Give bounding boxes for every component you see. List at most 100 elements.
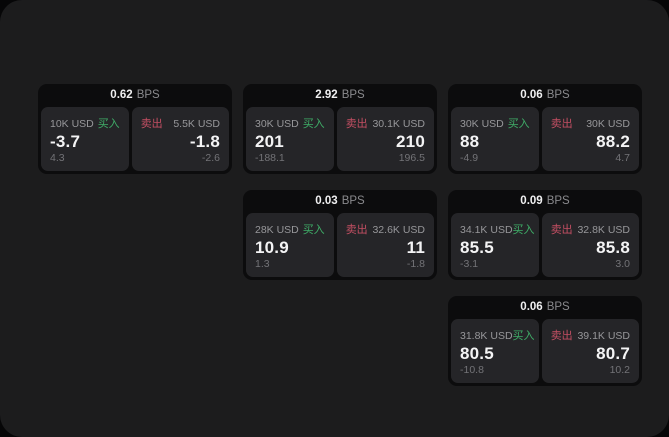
buy-price: 88 bbox=[460, 132, 480, 151]
bps-value: 0.62 bbox=[110, 88, 133, 101]
buy-label: 买入 bbox=[512, 224, 535, 236]
buy-panel[interactable]: 34.1K USD 买入 85.5 -3.1 bbox=[451, 213, 539, 277]
sell-panel[interactable]: 卖出 30K USD 88.2 4.7 bbox=[541, 107, 639, 171]
bps-unit-label: BPS bbox=[546, 88, 570, 101]
quote-card: 0.06 BPS 30K USD 买入 88 -4.9 卖出 30K USD bbox=[448, 84, 642, 174]
sell-delta: -2.6 bbox=[201, 152, 220, 164]
buy-notional: 30K USD bbox=[460, 118, 504, 130]
bps-unit-label: BPS bbox=[136, 88, 160, 101]
sell-notional: 30K USD bbox=[586, 118, 630, 130]
buy-panel-top: 28K USD 买入 bbox=[255, 221, 325, 237]
quote-card: 0.09 BPS 34.1K USD 买入 85.5 -3.1 卖出 32.8K… bbox=[448, 190, 642, 280]
buy-price: 85.5 bbox=[460, 238, 494, 257]
sell-price: 11 bbox=[406, 238, 425, 257]
buy-notional: 31.8K USD bbox=[460, 330, 513, 342]
card-header: 0.09 BPS bbox=[451, 190, 639, 213]
buy-panel[interactable]: 28K USD 买入 10.9 1.3 bbox=[246, 213, 334, 277]
buy-label: 买入 bbox=[302, 118, 325, 130]
buy-price: 80.5 bbox=[460, 344, 494, 363]
buy-panel-top: 31.8K USD 买入 bbox=[460, 327, 535, 343]
sell-panel[interactable]: 卖出 30.1K USD 210 196.5 bbox=[336, 107, 434, 171]
sell-notional: 32.6K USD bbox=[372, 224, 425, 236]
sell-panel-top: 卖出 39.1K USD bbox=[551, 327, 630, 343]
buy-panel-top: 30K USD 买入 bbox=[255, 115, 325, 131]
quote-grid: 0.62 BPS 10K USD 买入 -3.7 4.3 卖出 5.5K USD bbox=[38, 84, 642, 386]
buy-notional: 30K USD bbox=[255, 118, 299, 130]
sell-notional: 30.1K USD bbox=[372, 118, 425, 130]
sell-panel-top: 卖出 5.5K USD bbox=[141, 115, 220, 131]
sell-panel[interactable]: 卖出 32.8K USD 85.8 3.0 bbox=[541, 213, 639, 277]
quote-card: 0.03 BPS 28K USD 买入 10.9 1.3 卖出 32.6K US… bbox=[243, 190, 437, 280]
sell-notional: 39.1K USD bbox=[577, 330, 630, 342]
buy-panel-top: 10K USD 买入 bbox=[50, 115, 120, 131]
sell-panel[interactable]: 卖出 39.1K USD 80.7 10.2 bbox=[541, 319, 639, 383]
buy-panel[interactable]: 30K USD 买入 201 -188.1 bbox=[246, 107, 334, 171]
sell-panel[interactable]: 卖出 32.6K USD 11 -1.8 bbox=[336, 213, 434, 277]
sell-label: 卖出 bbox=[140, 118, 163, 130]
sell-notional: 5.5K USD bbox=[173, 118, 220, 130]
buy-panel[interactable]: 31.8K USD 买入 80.5 -10.8 bbox=[451, 319, 539, 383]
sell-price: 80.7 bbox=[596, 344, 630, 363]
sell-delta: 10.2 bbox=[609, 364, 630, 376]
quote-panels: 30K USD 买入 201 -188.1 卖出 30.1K USD 210 1… bbox=[246, 107, 434, 171]
buy-panel[interactable]: 30K USD 买入 88 -4.9 bbox=[451, 107, 539, 171]
sell-price: 210 bbox=[396, 132, 425, 151]
sell-delta: -1.8 bbox=[406, 258, 425, 270]
card-header: 0.62 BPS bbox=[41, 84, 229, 107]
buy-label: 买入 bbox=[507, 118, 530, 130]
bps-value: 2.92 bbox=[315, 88, 338, 101]
bps-unit-label: BPS bbox=[546, 194, 570, 207]
buy-notional: 34.1K USD bbox=[460, 224, 513, 236]
sell-price: -1.8 bbox=[189, 132, 220, 151]
buy-label: 买入 bbox=[97, 118, 120, 130]
quote-card: 0.62 BPS 10K USD 买入 -3.7 4.3 卖出 5.5K USD bbox=[38, 84, 232, 174]
buy-delta: -4.9 bbox=[460, 152, 479, 164]
sell-delta: 196.5 bbox=[398, 152, 425, 164]
sell-label: 卖出 bbox=[345, 118, 368, 130]
sell-price: 88.2 bbox=[596, 132, 630, 151]
sell-label: 卖出 bbox=[550, 118, 573, 130]
quote-card: 2.92 BPS 30K USD 买入 201 -188.1 卖出 30.1K … bbox=[243, 84, 437, 174]
bps-unit-label: BPS bbox=[341, 88, 365, 101]
buy-delta: 4.3 bbox=[50, 152, 65, 164]
sell-label: 卖出 bbox=[550, 224, 573, 236]
buy-price: -3.7 bbox=[50, 132, 81, 151]
buy-panel-top: 30K USD 买入 bbox=[460, 115, 530, 131]
quote-panels: 28K USD 买入 10.9 1.3 卖出 32.6K USD 11 -1.8 bbox=[246, 213, 434, 277]
sell-panel-top: 卖出 30.1K USD bbox=[346, 115, 425, 131]
bps-value: 0.06 bbox=[520, 88, 543, 101]
bps-value: 0.03 bbox=[315, 194, 338, 207]
sell-notional: 32.8K USD bbox=[577, 224, 630, 236]
buy-notional: 28K USD bbox=[255, 224, 299, 236]
sell-label: 卖出 bbox=[345, 224, 368, 236]
sell-panel-top: 卖出 32.6K USD bbox=[346, 221, 425, 237]
card-header: 2.92 BPS bbox=[246, 84, 434, 107]
buy-label: 买入 bbox=[512, 330, 535, 342]
buy-delta: -188.1 bbox=[255, 152, 285, 164]
bps-unit-label: BPS bbox=[546, 300, 570, 313]
sell-panel-top: 卖出 32.8K USD bbox=[551, 221, 630, 237]
sell-panel-top: 卖出 30K USD bbox=[551, 115, 630, 131]
sell-delta: 3.0 bbox=[615, 258, 630, 270]
buy-price: 201 bbox=[255, 132, 284, 151]
card-header: 0.06 BPS bbox=[451, 296, 639, 319]
sell-price: 85.8 bbox=[596, 238, 630, 257]
buy-price: 10.9 bbox=[255, 238, 289, 257]
sell-panel[interactable]: 卖出 5.5K USD -1.8 -2.6 bbox=[131, 107, 229, 171]
sell-delta: 4.7 bbox=[615, 152, 630, 164]
quote-panels: 31.8K USD 买入 80.5 -10.8 卖出 39.1K USD 80.… bbox=[451, 319, 639, 383]
buy-notional: 10K USD bbox=[50, 118, 94, 130]
buy-delta: -3.1 bbox=[460, 258, 479, 270]
buy-panel-top: 34.1K USD 买入 bbox=[460, 221, 535, 237]
buy-label: 买入 bbox=[302, 224, 325, 236]
bps-value: 0.06 bbox=[520, 300, 543, 313]
buy-delta: 1.3 bbox=[255, 258, 270, 270]
quote-card: 0.06 BPS 31.8K USD 买入 80.5 -10.8 卖出 39.1… bbox=[448, 296, 642, 386]
bps-value: 0.09 bbox=[520, 194, 543, 207]
card-header: 0.06 BPS bbox=[451, 84, 639, 107]
quote-panels: 30K USD 买入 88 -4.9 卖出 30K USD 88.2 4.7 bbox=[451, 107, 639, 171]
card-header: 0.03 BPS bbox=[246, 190, 434, 213]
bps-unit-label: BPS bbox=[341, 194, 365, 207]
buy-panel[interactable]: 10K USD 买入 -3.7 4.3 bbox=[41, 107, 129, 171]
sell-label: 卖出 bbox=[550, 330, 573, 342]
